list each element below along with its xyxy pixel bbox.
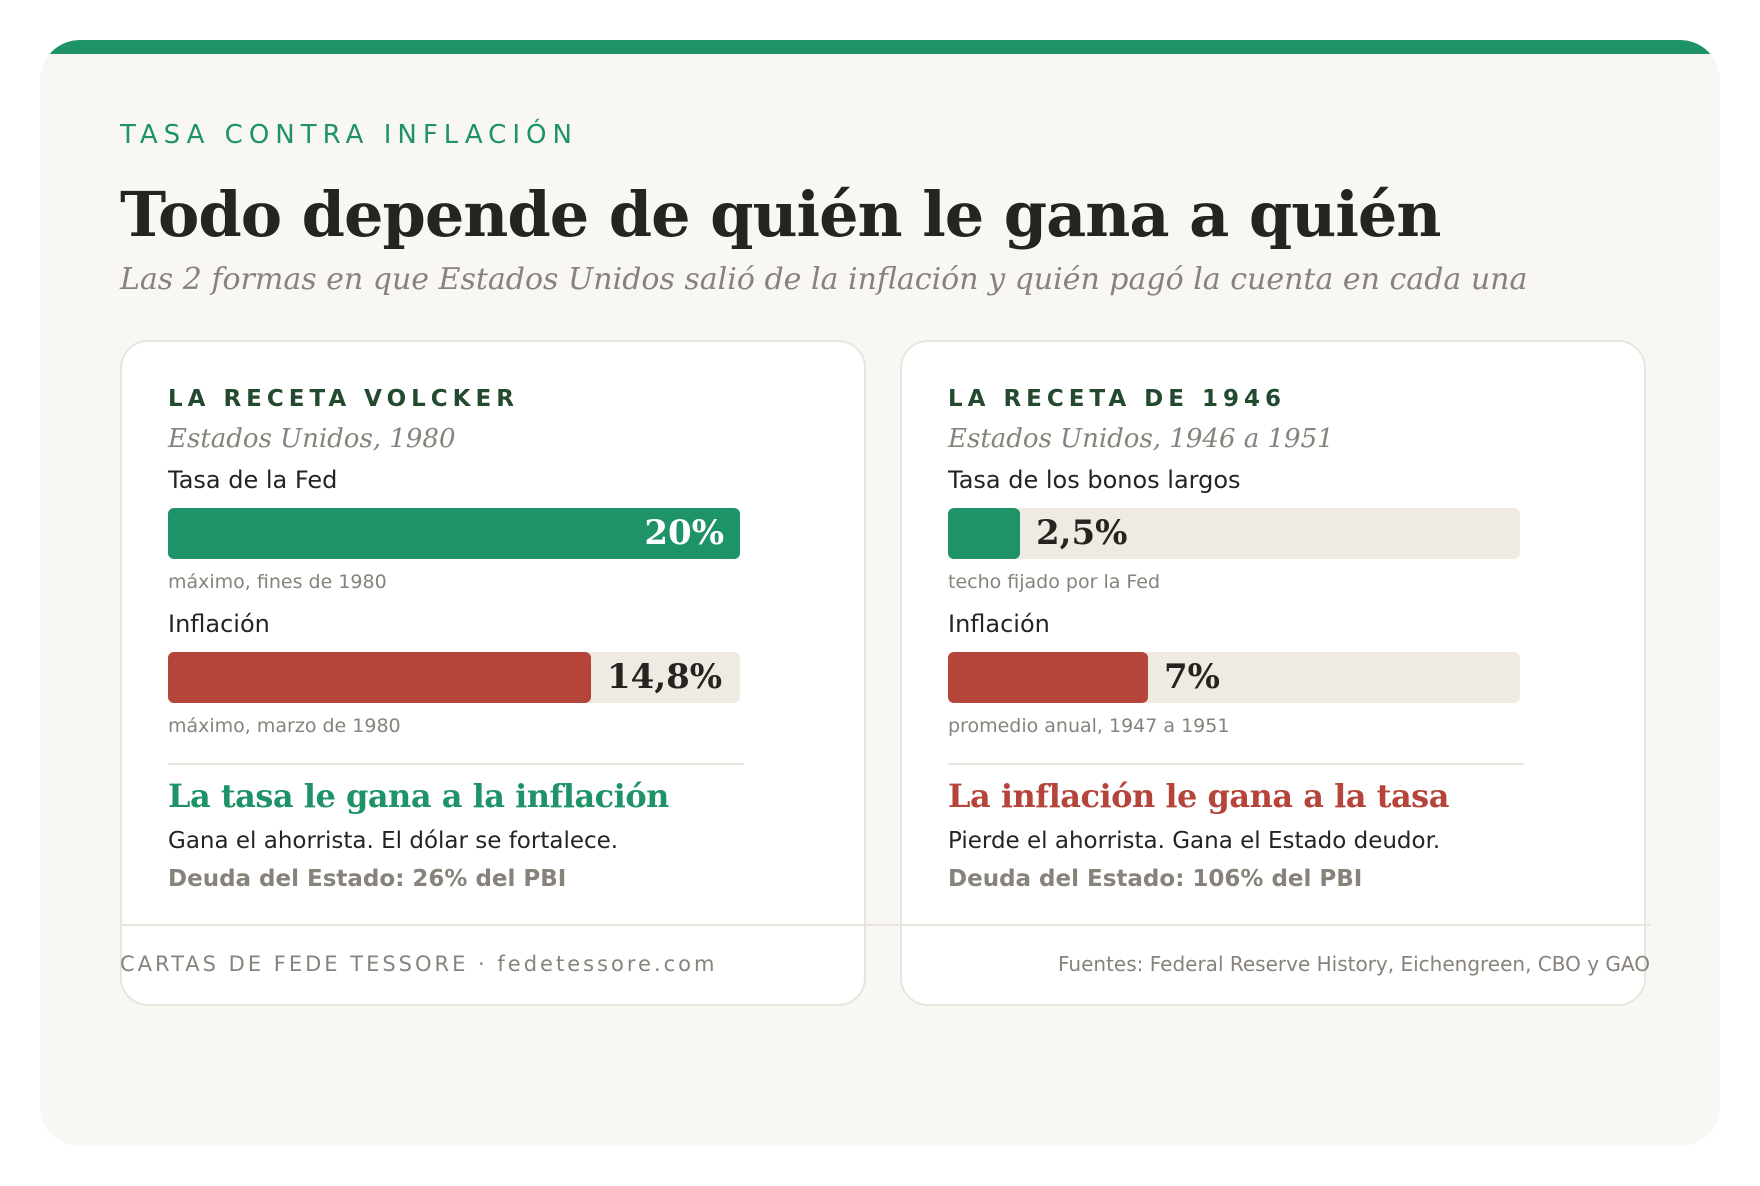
- verdict: La tasa le gana a la inflación: [168, 777, 669, 815]
- verdict: La inflación le gana a la tasa: [948, 777, 1449, 815]
- panel-divider: [948, 763, 1524, 765]
- footer-divider: [120, 924, 1650, 926]
- footer-credit: CARTAS DE FEDE TESSORE · fedetessore.com: [120, 952, 718, 976]
- panel-label: LA RECETA DE 1946: [948, 386, 1287, 412]
- metric-name: Inflación: [168, 610, 270, 638]
- metric-note: promedio anual, 1947 a 1951: [948, 715, 1230, 737]
- top-accent-bar: [40, 40, 1720, 54]
- bar-track: 14,8%: [168, 652, 740, 703]
- metric-fed-rate: Tasa de la Fed 20% máximo, fines de 1980: [168, 462, 740, 593]
- metric-note: techo fijado por la Fed: [948, 571, 1161, 593]
- debt-text: Deuda del Estado: 106% del PBI: [948, 866, 1363, 892]
- metric-note: máximo, marzo de 1980: [168, 715, 401, 737]
- panel-1946: LA RECETA DE 1946 Estados Unidos, 1946 a…: [900, 340, 1646, 1006]
- panel-subtitle: Estados Unidos, 1980: [168, 424, 456, 454]
- debt-text: Deuda del Estado: 26% del PBI: [168, 866, 567, 892]
- panel-divider: [168, 763, 744, 765]
- panel-volcker: LA RECETA VOLCKER Estados Unidos, 1980 T…: [120, 340, 866, 1006]
- metric-long-bond-rate: Tasa de los bonos largos 2,5% techo fija…: [948, 462, 1520, 593]
- outcome-text: Pierde el ahorrista. Gana el Estado deud…: [948, 828, 1441, 854]
- bar-track: 7%: [948, 652, 1520, 703]
- outcome-text: Gana el ahorrista. El dólar se fortalece…: [168, 828, 619, 854]
- bar-track: 2,5%: [948, 508, 1520, 559]
- bar-fill: [168, 652, 591, 703]
- bar-track: 20%: [168, 508, 740, 559]
- panel-label: LA RECETA VOLCKER: [168, 386, 519, 412]
- metric-inflation: Inflación 14,8% máximo, marzo de 1980: [168, 606, 740, 737]
- page-subtitle: Las 2 formas en que Estados Unidos salió…: [120, 262, 1528, 297]
- bar-fill: [168, 508, 740, 559]
- bar-fill: [948, 508, 1020, 559]
- infographic-card: TASA CONTRA INFLACIÓN Todo depende de qu…: [40, 40, 1720, 1146]
- bar-value-label: 20%: [644, 513, 724, 553]
- metric-note: máximo, fines de 1980: [168, 571, 387, 593]
- bar-value-label: 14,8%: [607, 657, 723, 697]
- metric-name: Tasa de los bonos largos: [948, 466, 1241, 494]
- panel-subtitle: Estados Unidos, 1946 a 1951: [948, 424, 1334, 454]
- kicker: TASA CONTRA INFLACIÓN: [120, 120, 578, 150]
- page-title: Todo depende de quién le gana a quién: [120, 178, 1441, 251]
- metric-name: Tasa de la Fed: [168, 466, 338, 494]
- bar-value-label: 2,5%: [1036, 513, 1128, 553]
- footer-sources: Fuentes: Federal Reserve History, Eichen…: [1058, 952, 1650, 976]
- metric-inflation: Inflación 7% promedio anual, 1947 a 1951: [948, 606, 1520, 737]
- bar-value-label: 7%: [1164, 657, 1220, 697]
- bar-fill: [948, 652, 1148, 703]
- metric-name: Inflación: [948, 610, 1050, 638]
